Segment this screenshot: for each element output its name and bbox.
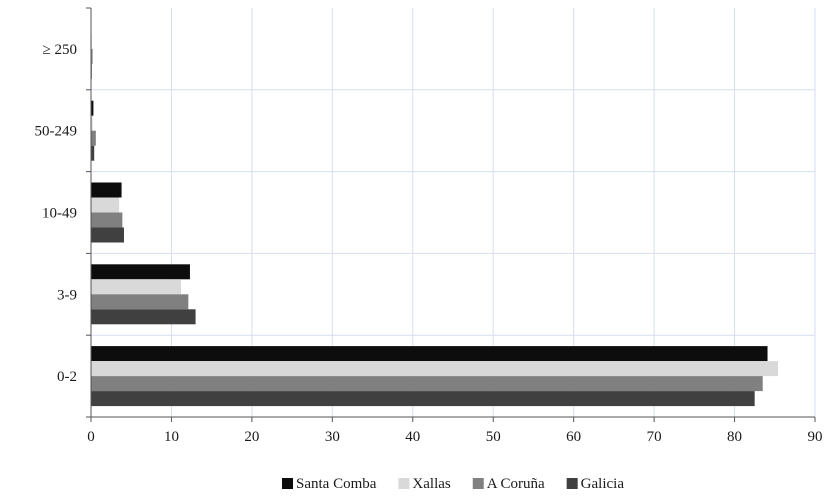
legend: Santa Comba Xallas A Coruña Galicia bbox=[282, 476, 624, 492]
bar bbox=[91, 391, 755, 407]
legend-swatch bbox=[282, 478, 294, 489]
bar bbox=[91, 197, 120, 213]
bar bbox=[91, 130, 96, 146]
grid-lines bbox=[91, 8, 816, 417]
legend-label: Galicia bbox=[581, 476, 625, 492]
x-tick-labels: 0 10 20 30 40 50 60 70 80 90 bbox=[87, 429, 822, 445]
category-labels: 0-2 3-9 10-49 50-249 ≥ 250 bbox=[35, 42, 78, 385]
bar bbox=[91, 294, 189, 310]
bar bbox=[91, 227, 124, 243]
x-tick-label: 0 bbox=[87, 429, 95, 445]
y-category-label: 0-2 bbox=[57, 369, 77, 385]
bar bbox=[91, 48, 93, 64]
x-tick-label: 70 bbox=[647, 429, 662, 445]
y-category-label: ≥ 250 bbox=[43, 42, 77, 58]
bars bbox=[91, 33, 778, 407]
bar bbox=[91, 115, 93, 131]
legend-item: A Coruña bbox=[472, 476, 545, 492]
x-tick-label: 60 bbox=[566, 429, 581, 445]
bar bbox=[91, 279, 182, 295]
legend-item: Galicia bbox=[566, 476, 625, 492]
x-tick-label: 90 bbox=[808, 429, 823, 445]
legend-swatch bbox=[566, 478, 578, 489]
bar bbox=[91, 264, 190, 280]
x-tick-label: 30 bbox=[325, 429, 340, 445]
bar bbox=[91, 361, 778, 377]
y-category-label: 10-49 bbox=[42, 206, 77, 222]
x-tick-label: 80 bbox=[727, 429, 742, 445]
bar bbox=[91, 376, 763, 392]
legend-swatch bbox=[398, 478, 410, 489]
bar bbox=[91, 309, 196, 325]
bar bbox=[91, 346, 768, 362]
legend-item: Xallas bbox=[398, 476, 451, 492]
bar bbox=[91, 100, 94, 116]
y-category-label: 3-9 bbox=[57, 287, 77, 303]
axes bbox=[86, 7, 816, 422]
legend-label: Xallas bbox=[412, 476, 450, 492]
y-category-label: 50-249 bbox=[35, 124, 78, 140]
x-tick-label: 50 bbox=[486, 429, 501, 445]
bar bbox=[91, 145, 95, 161]
x-tick-label: 20 bbox=[244, 429, 259, 445]
legend-label: A Coruña bbox=[487, 476, 545, 492]
bar bbox=[91, 182, 122, 198]
legend-swatch bbox=[472, 478, 484, 489]
bar bbox=[91, 212, 123, 228]
x-tick-label: 40 bbox=[405, 429, 420, 445]
legend-item: Santa Comba bbox=[282, 476, 377, 492]
legend-label: Santa Comba bbox=[296, 476, 377, 492]
x-tick-label: 10 bbox=[164, 429, 179, 445]
